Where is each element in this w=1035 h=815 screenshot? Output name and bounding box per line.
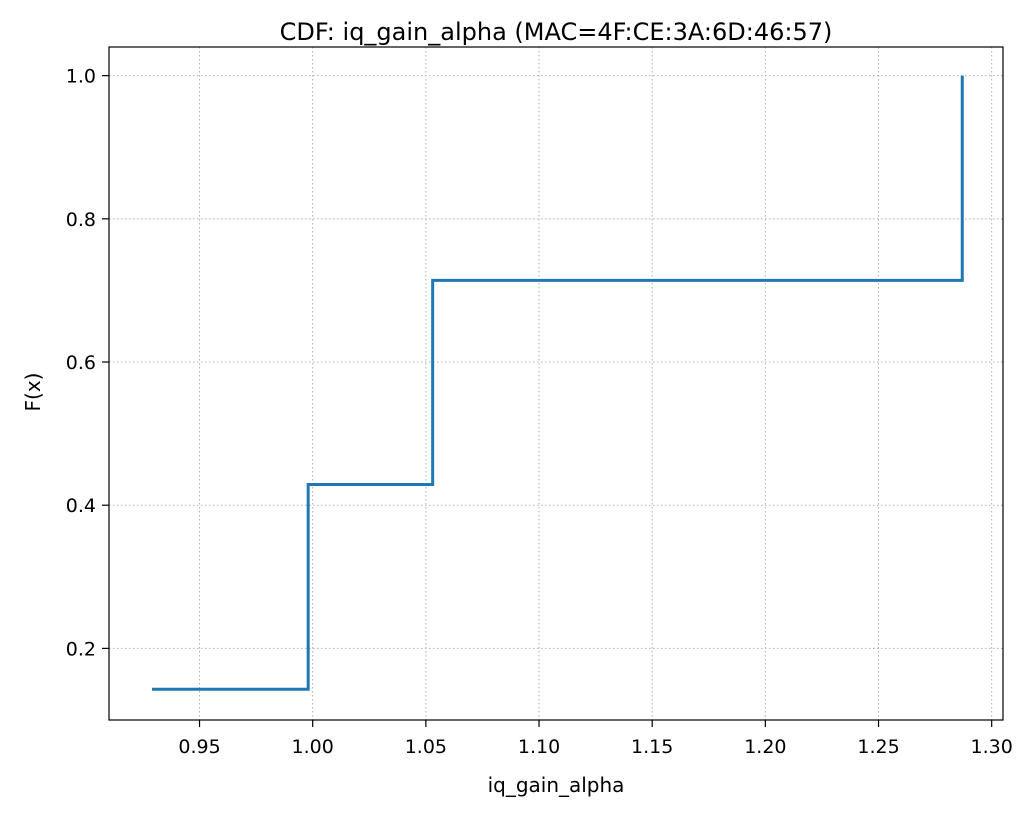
plot-frame [108, 46, 1004, 721]
x-tick-label: 1.10 [518, 736, 560, 758]
y-axis-label: F(x) [21, 373, 45, 412]
cdf-step-line [152, 75, 964, 691]
y-axis-ticks: 0.2 0.4 0.6 0.8 1.0 [66, 66, 109, 660]
x-axis-ticks: 0.95 1.00 1.05 1.10 1.15 1.20 1.25 1.30 [178, 720, 1013, 758]
y-tick-label: 0.4 [66, 495, 96, 517]
x-tick-label: 1.15 [631, 736, 673, 758]
x-axis-label: iq_gain_alpha [488, 773, 625, 797]
x-tick-label: 1.25 [857, 736, 899, 758]
x-tick-label: 1.00 [292, 736, 334, 758]
y-tick-label: 0.6 [66, 352, 96, 374]
grid [109, 47, 1003, 720]
y-tick-label: 1.0 [66, 66, 96, 88]
y-tick-label: 0.2 [66, 638, 96, 660]
x-tick-label: 1.05 [405, 736, 447, 758]
x-tick-label: 1.30 [971, 736, 1013, 758]
x-tick-label: 1.20 [744, 736, 786, 758]
chart-title: CDF: iq_gain_alpha (MAC=4F:CE:3A:6D:46:5… [280, 18, 833, 46]
x-tick-label: 0.95 [178, 736, 220, 758]
series-layer [152, 75, 964, 691]
y-tick-label: 0.8 [66, 209, 96, 231]
